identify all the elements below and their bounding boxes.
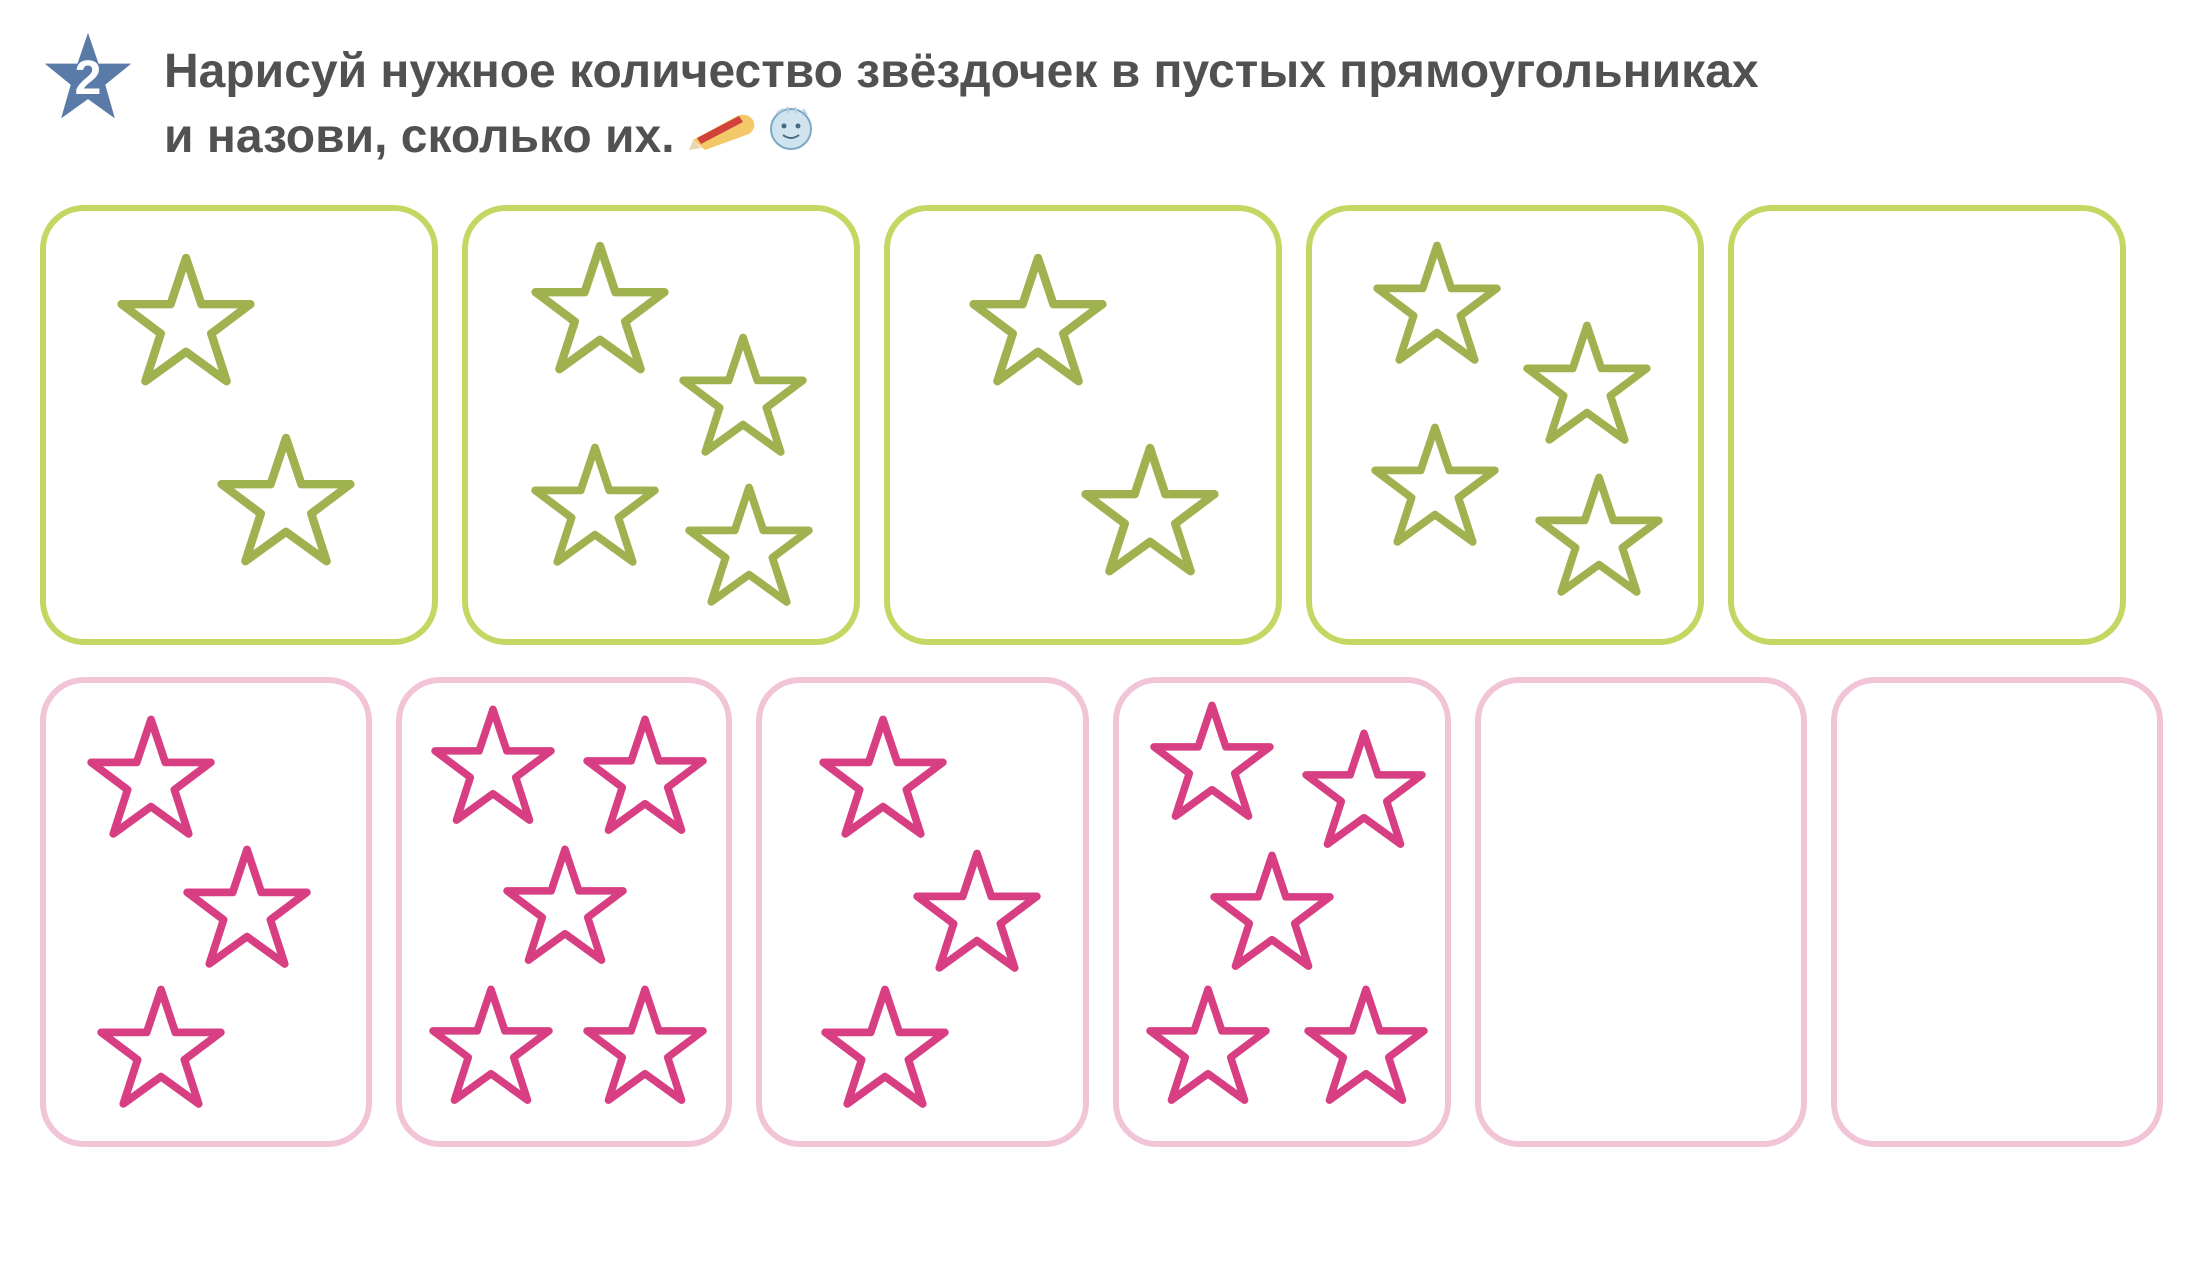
pencil-icon (687, 105, 759, 170)
star (1522, 319, 1652, 454)
star (912, 847, 1042, 982)
star-icon (1534, 471, 1664, 601)
exercise-number-badge: 2 (40, 30, 136, 126)
star (182, 843, 312, 978)
card-row (40, 205, 2163, 645)
star-card (40, 677, 372, 1147)
star-icon (502, 843, 628, 969)
star (1145, 983, 1271, 1114)
star (1534, 471, 1664, 606)
star-icon (1209, 849, 1335, 975)
star (1301, 727, 1427, 858)
star (428, 983, 554, 1114)
star (96, 983, 226, 1118)
star-icon (582, 983, 708, 1109)
star-icon (820, 983, 950, 1113)
star (502, 843, 628, 974)
star (818, 713, 948, 848)
empty-card (1475, 677, 1807, 1147)
star-icon (1080, 441, 1220, 581)
star (1370, 421, 1500, 556)
instruction-line1: Нарисуй нужное количество звёздочек в пу… (164, 40, 2163, 105)
star (116, 251, 256, 396)
badge-number: 2 (75, 51, 102, 106)
star-icon (96, 983, 226, 1113)
star-icon (912, 847, 1042, 977)
star-card (396, 677, 732, 1147)
star-icon (116, 251, 256, 391)
star (1372, 239, 1502, 374)
star-card (884, 205, 1282, 645)
star (1080, 441, 1220, 586)
star-icon (1372, 239, 1502, 369)
star (820, 983, 950, 1118)
star-icon (1149, 699, 1275, 825)
star-icon (1370, 421, 1500, 551)
star-icon (430, 703, 556, 829)
exercise-header: 2 Нарисуй нужное количество звёздочек в … (40, 30, 2163, 171)
star-icon (818, 713, 948, 843)
star-icon (678, 331, 808, 461)
star (1303, 983, 1429, 1114)
star-icon (684, 481, 814, 611)
star-icon (530, 239, 670, 379)
face-icon (767, 105, 815, 171)
star (86, 713, 216, 848)
star (968, 251, 1108, 396)
star (1149, 699, 1275, 830)
star-icon (968, 251, 1108, 391)
star-icon (428, 983, 554, 1109)
empty-card (1831, 677, 2163, 1147)
card-row (40, 677, 2163, 1147)
star-card (1306, 205, 1704, 645)
star (582, 713, 708, 844)
star (430, 703, 556, 834)
star (530, 239, 670, 384)
cards-container (40, 205, 2163, 1147)
star-icon (1145, 983, 1271, 1109)
star (216, 431, 356, 576)
star-card (462, 205, 860, 645)
star-icon (1522, 319, 1652, 449)
star (678, 331, 808, 466)
empty-card (1728, 205, 2126, 645)
star-icon (86, 713, 216, 843)
star (582, 983, 708, 1114)
star-card (40, 205, 438, 645)
star-icon (582, 713, 708, 839)
star-icon (1301, 727, 1427, 853)
star-card (1113, 677, 1451, 1147)
star-icon (216, 431, 356, 571)
instruction-line2: и назови, сколько их. (164, 105, 675, 170)
star (530, 441, 660, 576)
instruction-text: Нарисуй нужное количество звёздочек в пу… (164, 30, 2163, 171)
star-icon (530, 441, 660, 571)
star-icon (182, 843, 312, 973)
star-card (756, 677, 1088, 1147)
star (684, 481, 814, 616)
star-icon (1303, 983, 1429, 1109)
star (1209, 849, 1335, 980)
